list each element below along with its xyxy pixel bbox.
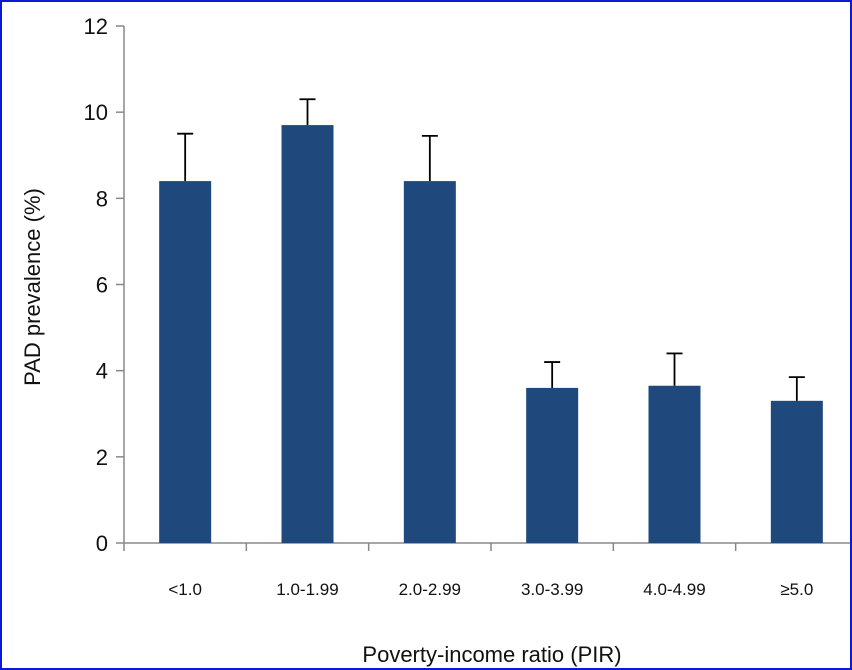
y-ticks: 0 2 4 6 8 10 12 xyxy=(84,14,124,556)
x-tick-label: 2.0-2.99 xyxy=(399,580,461,599)
axes xyxy=(123,26,850,544)
x-tick-label: 1.0-1.99 xyxy=(276,580,338,599)
y-tick-label: 8 xyxy=(96,186,108,211)
x-tick-label: 4.0-4.99 xyxy=(643,580,705,599)
y-tick-label: 2 xyxy=(96,445,108,470)
x-tick-label: ≥5.0 xyxy=(780,580,813,599)
y-tick-label: 4 xyxy=(96,359,108,384)
x-tick-labels: <1.0 1.0-1.99 2.0-2.99 3.0-3.99 4.0-4.99 ≥5.0 xyxy=(168,580,813,599)
x-axis-title: Poverty-income ratio (PIR) xyxy=(362,642,621,667)
bar xyxy=(526,387,579,543)
x-tick-label: <1.0 xyxy=(168,580,202,599)
y-axis-title: PAD prevalence (%) xyxy=(20,188,45,386)
bar xyxy=(648,385,701,543)
y-tick-label: 0 xyxy=(96,531,108,556)
bar xyxy=(281,125,334,543)
y-tick-label: 6 xyxy=(96,273,108,298)
x-tick-label: 3.0-3.99 xyxy=(521,580,583,599)
bar xyxy=(770,400,823,543)
bars xyxy=(123,98,823,551)
y-tick-label: 10 xyxy=(84,100,108,125)
bar xyxy=(403,181,456,543)
bar xyxy=(159,181,212,543)
y-tick-label: 12 xyxy=(84,14,108,39)
